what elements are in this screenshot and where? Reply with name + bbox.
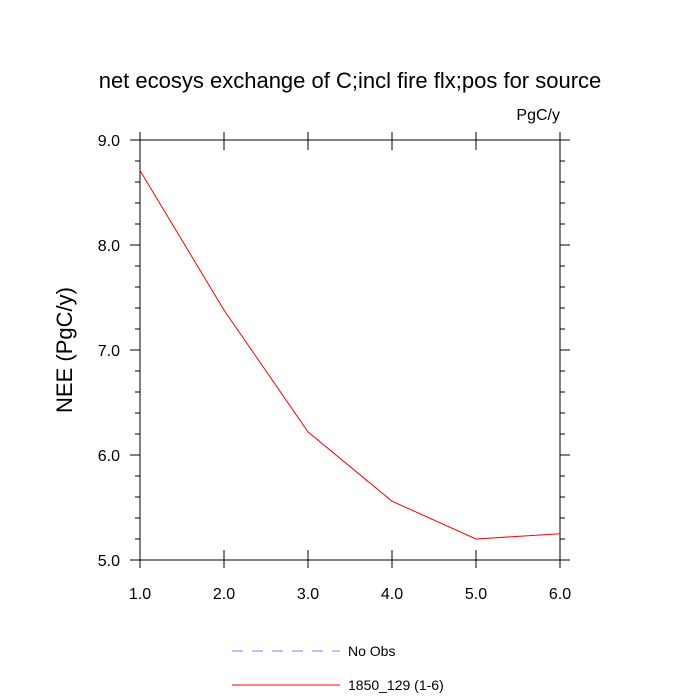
y-tick-labels: 5.0 6.0 7.0 8.0 9.0 xyxy=(98,133,120,570)
chart-title: net ecosys exchange of C;incl fire flx;p… xyxy=(98,68,602,93)
x-tick-label: 5.0 xyxy=(465,586,487,603)
x-tick-label: 1.0 xyxy=(129,586,151,603)
x-tick-label: 2.0 xyxy=(213,586,235,603)
series-lines xyxy=(139,170,561,540)
y-tick-label: 8.0 xyxy=(98,238,120,255)
y-tick-label: 6.0 xyxy=(98,448,120,465)
axis-ticks xyxy=(130,132,570,568)
x-tick-label: 6.0 xyxy=(549,586,571,603)
series-line xyxy=(139,170,561,540)
y-tick-label: 5.0 xyxy=(98,553,120,570)
plot-frame xyxy=(139,139,561,561)
legend-label: No Obs xyxy=(348,643,395,659)
x-tick-label: 4.0 xyxy=(381,586,403,603)
x-tick-label: 3.0 xyxy=(297,586,319,603)
x-tick-labels: 1.0 2.0 3.0 4.0 5.0 6.0 xyxy=(129,586,571,603)
legend-label: 1850_129 (1-6) xyxy=(348,677,444,693)
legend: No Obs 1850_129 (1-6) xyxy=(232,643,444,693)
y-tick-label: 7.0 xyxy=(98,343,120,360)
units-label: PgC/y xyxy=(516,107,560,124)
y-axis-label: NEE (PgC/y) xyxy=(52,287,77,413)
y-tick-label: 9.0 xyxy=(98,133,120,150)
